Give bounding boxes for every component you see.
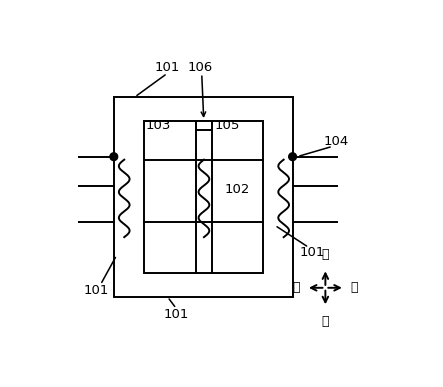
Text: 101: 101 <box>83 284 109 297</box>
Text: 右: 右 <box>351 281 358 294</box>
Text: 104: 104 <box>323 135 349 148</box>
Circle shape <box>289 153 296 161</box>
Bar <box>144 121 263 273</box>
Bar <box>196 121 212 130</box>
Text: 102: 102 <box>225 183 250 196</box>
Text: 105: 105 <box>214 119 240 132</box>
Text: 上: 上 <box>322 248 329 261</box>
Text: 106: 106 <box>187 61 213 74</box>
Text: 左: 左 <box>292 281 300 294</box>
Text: 101: 101 <box>299 246 325 259</box>
Bar <box>114 97 292 297</box>
Text: 101: 101 <box>164 308 189 321</box>
Text: 101: 101 <box>155 61 180 74</box>
Text: 下: 下 <box>322 315 329 328</box>
Text: 103: 103 <box>146 119 171 132</box>
Circle shape <box>110 153 118 161</box>
